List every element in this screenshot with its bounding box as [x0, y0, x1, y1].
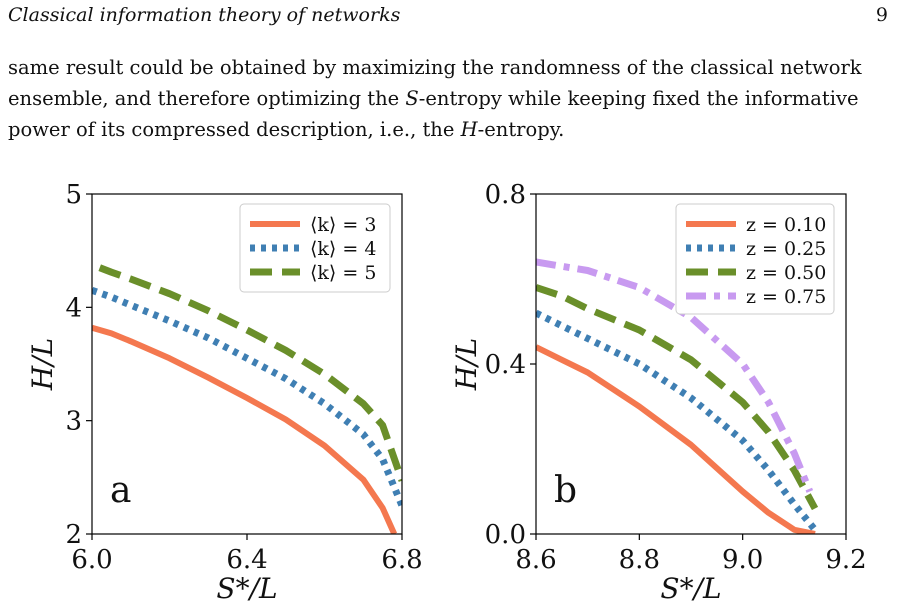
x-tick-label: 6.4: [226, 545, 267, 575]
legend-box: [675, 203, 835, 315]
body-paragraph: same result could be obtained by maximiz…: [8, 52, 894, 145]
running-title: Classical information theory of networks: [8, 4, 401, 26]
series-line: [536, 309, 818, 533]
x-axis-label: S*/L: [216, 572, 277, 605]
series-line: [536, 344, 816, 534]
legend-label: ⟨k⟩ = 4: [310, 238, 376, 260]
paragraph-text: same result could be obtained by maximiz…: [8, 56, 862, 79]
paragraph-text: ensemble, and therefore optimizing the: [8, 87, 406, 110]
x-tick-label: 8.8: [619, 545, 660, 575]
paragraph-line: power of its compressed description, i.e…: [8, 114, 894, 145]
y-tick-label: 0.4: [485, 350, 526, 380]
figure-svg: 6.0 6.4 6.8 2 3 4 5 S*/L H/L a ⟨k⟩ = 3⟨k⟩ = 4⟨k⟩ =…: [26, 180, 867, 605]
x-tick-label: 8.6: [515, 545, 556, 575]
paragraph-line: same result could be obtained by maximiz…: [8, 52, 894, 83]
figure: 6.0 6.4 6.8 2 3 4 5 S*/L H/L a ⟨k⟩ = 3 ⟨k⟩ = 4 ⟨k⟩ =…: [0, 170, 901, 611]
page-number: 9: [875, 4, 888, 26]
y-tick-label: 4: [65, 293, 82, 323]
legend-label: z = 0.10: [746, 214, 826, 236]
chart-panel-b: 8.6 8.8 9.0 9.20.00.40.8S*/LH/Lbz = 0.10z =…: [450, 180, 867, 605]
legend-label: z = 0.50: [746, 262, 826, 284]
panel-label: a: [110, 470, 131, 511]
paragraph-text: power of its compressed description, i.e…: [8, 118, 461, 141]
legend-label: z = 0.25: [746, 238, 826, 260]
series-line: [92, 286, 402, 508]
y-tick-label: 2: [65, 520, 82, 550]
x-tick-label: 6.0: [71, 545, 112, 575]
paragraph-line: ensemble, and therefore optimizing the S…: [8, 83, 894, 114]
y-tick-label: 0.8: [485, 180, 526, 210]
paragraph-symbol: H: [460, 118, 478, 141]
y-tick-label: 3: [65, 407, 82, 437]
x-tick-label: 6.8: [381, 545, 422, 575]
running-head: Classical information theory of networks…: [8, 4, 888, 30]
series-line: [92, 324, 398, 534]
y-tick-label: 5: [65, 180, 82, 210]
paragraph-text: -entropy while keeping fixed the informa…: [418, 87, 859, 110]
chart-panel-a: 6.0 6.4 6.8 2 3 4 5 S*/L H/L a ⟨k⟩ = 3⟨k⟩ = 4⟨k⟩ =…: [26, 180, 423, 605]
y-axis-label: H/L: [450, 338, 483, 391]
panel-label: b: [554, 470, 577, 511]
series-line: [536, 284, 819, 511]
y-tick-label: 0.0: [485, 520, 526, 550]
x-tick-label: 9.2: [825, 545, 866, 575]
legend-label: z = 0.75: [746, 286, 826, 308]
series-line: [98, 264, 402, 482]
paragraph-text: -entropy.: [477, 118, 565, 141]
legend-label: ⟨k⟩ = 3: [310, 214, 376, 236]
x-tick-label: 9.0: [722, 545, 763, 575]
paragraph-symbol: S: [405, 87, 419, 110]
x-axis-label: S*/L: [660, 572, 721, 605]
y-axis-label: H/L: [26, 338, 59, 391]
legend-label: ⟨k⟩ = 5: [310, 262, 376, 284]
